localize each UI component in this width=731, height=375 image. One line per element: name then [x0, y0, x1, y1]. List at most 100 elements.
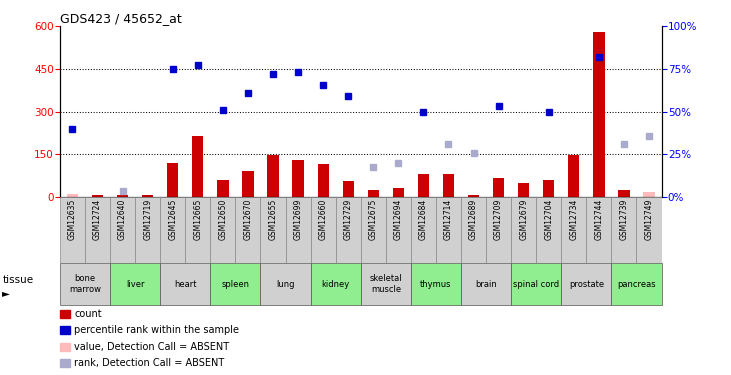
Bar — [643, 192, 655, 197]
FancyBboxPatch shape — [537, 197, 561, 262]
FancyBboxPatch shape — [135, 197, 160, 262]
Text: GSM12635: GSM12635 — [68, 199, 77, 240]
Text: prostate: prostate — [569, 280, 604, 289]
Bar — [468, 195, 480, 197]
Text: GSM12684: GSM12684 — [419, 199, 428, 240]
Bar — [493, 178, 504, 197]
Bar — [60, 310, 70, 318]
Bar — [60, 326, 70, 334]
Text: GSM12749: GSM12749 — [645, 199, 654, 240]
FancyBboxPatch shape — [611, 197, 637, 262]
Text: GSM12660: GSM12660 — [319, 199, 327, 240]
FancyBboxPatch shape — [637, 197, 662, 262]
FancyBboxPatch shape — [185, 197, 211, 262]
Bar — [343, 181, 354, 197]
Text: tissue: tissue — [2, 275, 34, 285]
Text: GSM12679: GSM12679 — [519, 199, 529, 240]
Bar — [317, 164, 329, 197]
Text: GSM12665: GSM12665 — [193, 199, 202, 240]
Bar — [92, 195, 103, 197]
Text: GSM12699: GSM12699 — [294, 199, 303, 240]
FancyBboxPatch shape — [211, 197, 235, 262]
Text: pancreas: pancreas — [617, 280, 656, 289]
Bar — [142, 195, 154, 197]
FancyBboxPatch shape — [211, 263, 260, 305]
FancyBboxPatch shape — [361, 263, 411, 305]
Text: skeletal
muscle: skeletal muscle — [369, 274, 402, 294]
Bar — [618, 190, 629, 197]
FancyBboxPatch shape — [60, 197, 85, 262]
Text: GSM12714: GSM12714 — [444, 199, 453, 240]
Text: GSM12645: GSM12645 — [168, 199, 177, 240]
Bar — [292, 160, 303, 197]
Bar — [568, 155, 580, 197]
FancyBboxPatch shape — [386, 197, 411, 262]
Bar — [167, 163, 178, 197]
Bar — [594, 32, 605, 197]
Text: lung: lung — [276, 280, 295, 289]
FancyBboxPatch shape — [160, 263, 211, 305]
Text: spinal cord: spinal cord — [513, 280, 559, 289]
FancyBboxPatch shape — [461, 263, 511, 305]
Text: brain: brain — [475, 280, 497, 289]
Text: GSM12694: GSM12694 — [394, 199, 403, 240]
Bar — [67, 194, 78, 197]
FancyBboxPatch shape — [336, 197, 361, 262]
Bar — [192, 136, 203, 197]
Text: liver: liver — [126, 280, 145, 289]
Bar — [368, 190, 379, 197]
FancyBboxPatch shape — [160, 197, 185, 262]
FancyBboxPatch shape — [311, 263, 361, 305]
FancyBboxPatch shape — [311, 197, 336, 262]
FancyBboxPatch shape — [110, 197, 135, 262]
Bar — [443, 174, 454, 197]
Text: GDS423 / 45652_at: GDS423 / 45652_at — [60, 12, 182, 25]
Text: rank, Detection Call = ABSENT: rank, Detection Call = ABSENT — [75, 358, 224, 368]
Text: GSM12670: GSM12670 — [243, 199, 252, 240]
Text: GSM12675: GSM12675 — [368, 199, 378, 240]
FancyBboxPatch shape — [461, 197, 486, 262]
Text: GSM12640: GSM12640 — [118, 199, 127, 240]
Text: ►: ► — [2, 288, 10, 298]
Text: percentile rank within the sample: percentile rank within the sample — [75, 325, 239, 335]
Bar — [418, 174, 429, 197]
Bar — [242, 171, 254, 197]
Text: thymus: thymus — [420, 280, 452, 289]
Text: bone
marrow: bone marrow — [69, 274, 101, 294]
Text: GSM12734: GSM12734 — [569, 199, 578, 240]
Bar — [268, 155, 279, 197]
Text: count: count — [75, 309, 102, 319]
FancyBboxPatch shape — [436, 197, 461, 262]
FancyBboxPatch shape — [110, 263, 160, 305]
Text: spleen: spleen — [221, 280, 249, 289]
Text: GSM12704: GSM12704 — [545, 199, 553, 240]
Bar — [393, 188, 404, 197]
FancyBboxPatch shape — [260, 197, 286, 262]
Text: GSM12709: GSM12709 — [494, 199, 503, 240]
FancyBboxPatch shape — [260, 263, 311, 305]
FancyBboxPatch shape — [561, 263, 611, 305]
FancyBboxPatch shape — [561, 197, 586, 262]
Bar — [217, 180, 229, 197]
Text: GSM12650: GSM12650 — [219, 199, 227, 240]
FancyBboxPatch shape — [511, 263, 561, 305]
Text: GSM12689: GSM12689 — [469, 199, 478, 240]
FancyBboxPatch shape — [586, 197, 611, 262]
Text: GSM12729: GSM12729 — [344, 199, 353, 240]
FancyBboxPatch shape — [235, 197, 260, 262]
Text: kidney: kidney — [322, 280, 350, 289]
Bar — [543, 180, 554, 197]
FancyBboxPatch shape — [486, 197, 511, 262]
FancyBboxPatch shape — [411, 197, 436, 262]
FancyBboxPatch shape — [286, 197, 311, 262]
Text: value, Detection Call = ABSENT: value, Detection Call = ABSENT — [75, 342, 230, 352]
Bar — [60, 359, 70, 367]
FancyBboxPatch shape — [411, 263, 461, 305]
FancyBboxPatch shape — [60, 263, 110, 305]
Bar — [518, 183, 529, 197]
FancyBboxPatch shape — [511, 197, 537, 262]
Bar — [60, 343, 70, 351]
Text: GSM12724: GSM12724 — [93, 199, 102, 240]
Text: heart: heart — [174, 280, 197, 289]
FancyBboxPatch shape — [611, 263, 662, 305]
